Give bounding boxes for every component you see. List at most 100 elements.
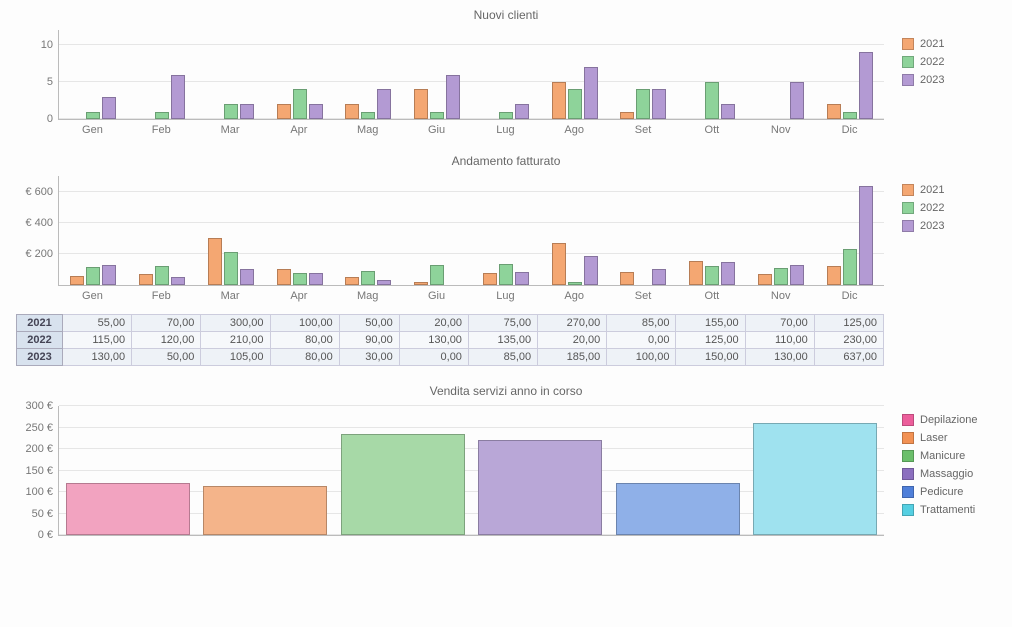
bar [483,273,497,285]
table-cell: 50,00 [339,315,399,332]
bar [790,82,804,119]
row-header: 2022 [17,332,63,349]
legend-swatch-icon [902,414,914,426]
bar [689,261,703,285]
bar [430,112,444,119]
legend-swatch-icon [902,468,914,480]
bar [240,104,254,119]
bar [705,82,719,119]
y-tick-label: 5 [47,76,59,88]
table-cell: 0,00 [399,349,468,366]
legend-item: Pedicure [902,486,1004,498]
nuovi-clienti-chart: Nuovi clienti 0510 GenFebMarAprMagGiuLug… [8,8,1004,136]
legend-swatch-icon [902,74,914,86]
bar [515,104,529,119]
table-cell: 20,00 [538,332,607,349]
table-cell: 100,00 [607,349,676,366]
table-cell: 70,00 [745,315,814,332]
bar [774,268,788,285]
row-header: 2023 [17,349,63,366]
legend-item: 2023 [902,220,1004,232]
y-tick-label: 300 € [25,400,59,412]
table-cell: 75,00 [468,315,537,332]
x-tick-label: Mag [333,290,402,302]
x-tick-label: Ago [540,290,609,302]
table-cell: 120,00 [132,332,201,349]
x-tick-label: Giu [402,124,471,136]
bar [478,440,602,535]
bar [843,249,857,285]
y-tick-label: 200 € [25,443,59,455]
bar [345,104,359,119]
table-cell: 135,00 [468,332,537,349]
x-tick-label: Mag [333,124,402,136]
row-header: 2021 [17,315,63,332]
table-cell: 100,00 [270,315,339,332]
table-cell: 300,00 [201,315,270,332]
bar [859,186,873,285]
bar [224,104,238,119]
legend-swatch-icon [902,202,914,214]
bar [414,282,428,285]
table-cell: 130,00 [63,349,132,366]
legend-label: 2021 [920,184,944,196]
bar [499,264,513,285]
x-tick-label: Ott [677,124,746,136]
table-cell: 130,00 [745,349,814,366]
bar [293,89,307,119]
x-tick-label: Set [609,124,678,136]
bar [568,282,582,285]
bar [86,112,100,119]
fatturato-data-table: 202155,0070,00300,00100,0050,0020,0075,0… [16,314,884,366]
bar [552,243,566,285]
x-tick-label: Dic [815,290,884,302]
y-tick-label: € 200 [25,248,59,260]
chart2-x-labels: GenFebMarAprMagGiuLugAgoSetOttNovDic [58,290,884,302]
legend-label: Trattamenti [920,504,975,516]
table-cell: 70,00 [132,315,201,332]
bar [552,82,566,119]
legend-label: Depilazione [920,414,977,426]
x-tick-label: Feb [127,290,196,302]
legend-label: 2023 [920,220,944,232]
bar [636,89,650,119]
legend-item: Laser [902,432,1004,444]
legend-swatch-icon [902,486,914,498]
x-tick-label: Ago [540,124,609,136]
bar [224,252,238,285]
table-cell: 80,00 [270,332,339,349]
bar [620,112,634,119]
table-cell: 85,00 [468,349,537,366]
x-tick-label: Dic [815,124,884,136]
y-tick-label: 0 [47,113,59,125]
x-tick-label: Lug [471,290,540,302]
x-tick-label: Ott [677,290,746,302]
bar [102,97,116,119]
table-row: 202155,0070,00300,00100,0050,0020,0075,0… [17,315,884,332]
legend-item: 2023 [902,74,1004,86]
legend-label: Massaggio [920,468,973,480]
bar [70,276,84,285]
table-cell: 125,00 [676,332,745,349]
y-tick-label: 150 € [25,465,59,477]
bar [705,266,719,285]
bar [827,104,841,119]
bar [86,267,100,285]
x-tick-label: Set [609,290,678,302]
legend-item: 2021 [902,184,1004,196]
bar [584,67,598,119]
andamento-fatturato-chart: Andamento fatturato € 200€ 400€ 600 GenF… [8,154,1004,366]
table-cell: 637,00 [814,349,883,366]
chart2-legend: 202120222023 [884,176,1004,238]
table-row: 2022115,00120,00210,0080,0090,00130,0013… [17,332,884,349]
bar [827,266,841,285]
legend-swatch-icon [902,56,914,68]
legend-swatch-icon [902,504,914,516]
bar [208,238,222,285]
bar [171,75,185,120]
x-tick-label: Mar [196,290,265,302]
bar [293,273,307,285]
chart2-plot: € 200€ 400€ 600 [58,176,884,286]
bar [361,112,375,119]
x-tick-label: Feb [127,124,196,136]
